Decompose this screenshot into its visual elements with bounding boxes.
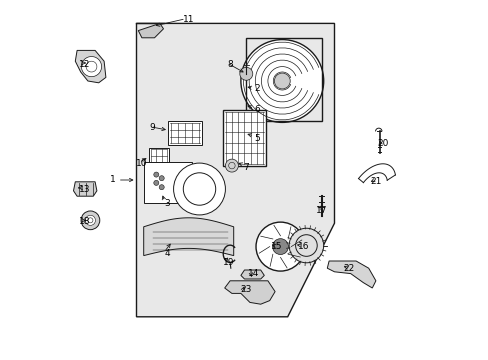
- Text: 20: 20: [377, 139, 388, 148]
- FancyBboxPatch shape: [143, 162, 192, 203]
- Polygon shape: [143, 218, 233, 256]
- Text: 17: 17: [316, 206, 327, 215]
- Polygon shape: [138, 23, 163, 38]
- Text: 2: 2: [254, 84, 260, 93]
- Polygon shape: [326, 261, 375, 288]
- Circle shape: [159, 185, 164, 190]
- Text: 13: 13: [79, 184, 90, 194]
- Text: 7: 7: [243, 163, 249, 172]
- Text: 21: 21: [369, 177, 381, 186]
- FancyBboxPatch shape: [149, 148, 168, 164]
- Polygon shape: [73, 182, 97, 196]
- Text: 10: 10: [136, 159, 147, 168]
- Text: 4: 4: [164, 249, 169, 258]
- Text: 16: 16: [298, 242, 309, 251]
- FancyBboxPatch shape: [168, 121, 202, 145]
- Circle shape: [274, 73, 289, 89]
- Polygon shape: [136, 23, 334, 317]
- Text: 22: 22: [343, 264, 354, 273]
- Text: 6: 6: [254, 105, 260, 114]
- Circle shape: [225, 159, 238, 172]
- Circle shape: [81, 211, 100, 230]
- Text: 23: 23: [240, 285, 251, 294]
- FancyBboxPatch shape: [223, 110, 265, 166]
- Text: 12: 12: [79, 60, 90, 69]
- Polygon shape: [75, 50, 106, 83]
- Text: 11: 11: [183, 15, 194, 24]
- Circle shape: [159, 176, 164, 181]
- Text: 8: 8: [227, 60, 232, 69]
- Circle shape: [153, 180, 159, 185]
- Circle shape: [239, 67, 252, 80]
- Text: 19: 19: [222, 258, 234, 267]
- Polygon shape: [241, 270, 264, 279]
- Text: 1: 1: [110, 175, 116, 184]
- Text: 18: 18: [79, 217, 90, 226]
- Circle shape: [272, 239, 288, 255]
- Text: 14: 14: [247, 269, 259, 278]
- Text: 9: 9: [149, 123, 155, 132]
- Circle shape: [241, 40, 323, 122]
- Circle shape: [256, 222, 305, 271]
- Text: 5: 5: [254, 134, 260, 143]
- Circle shape: [81, 57, 102, 77]
- Text: 15: 15: [270, 242, 282, 251]
- Circle shape: [173, 163, 225, 215]
- Circle shape: [153, 172, 159, 177]
- Text: 3: 3: [164, 199, 170, 208]
- Polygon shape: [224, 281, 275, 304]
- Circle shape: [85, 215, 95, 225]
- Circle shape: [288, 228, 323, 263]
